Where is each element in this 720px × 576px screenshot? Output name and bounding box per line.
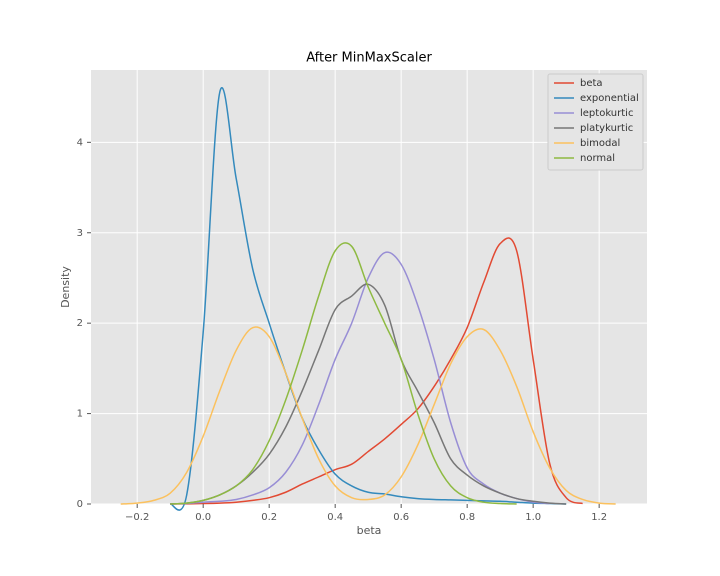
x-tick-label: 0.6: [393, 512, 409, 523]
x-tick-label: 1.0: [525, 512, 541, 523]
legend-label: normal: [580, 153, 615, 164]
line: [169, 87, 567, 511]
line: [120, 326, 616, 505]
legend-label: beta: [580, 78, 603, 89]
legend-label: bimodal: [580, 138, 620, 149]
y-tick-label: 3: [77, 228, 83, 239]
x-tick-label: 1.2: [591, 512, 607, 523]
x-tick-label: 0.8: [459, 512, 475, 523]
y-tick-label: 0: [77, 499, 83, 510]
legend-label: exponential: [580, 93, 639, 104]
y-tick-label: 1: [77, 409, 83, 420]
legend-label: leptokurtic: [580, 108, 633, 119]
x-tick-label: −0.2: [125, 512, 149, 523]
y-axis-label: Density: [59, 266, 72, 308]
line: [170, 242, 517, 505]
x-tick-label: 0.4: [327, 512, 343, 523]
legend-label: platykurtic: [580, 123, 633, 134]
line: [170, 251, 550, 505]
line: [170, 237, 583, 505]
y-tick-label: 4: [77, 137, 83, 148]
x-axis-label: beta: [357, 524, 382, 537]
chart-title: After MinMaxScaler: [306, 51, 432, 66]
x-tick-label: 0.2: [261, 512, 277, 523]
x-tick-label: 0.0: [195, 512, 211, 523]
y-tick-label: 2: [77, 318, 83, 329]
